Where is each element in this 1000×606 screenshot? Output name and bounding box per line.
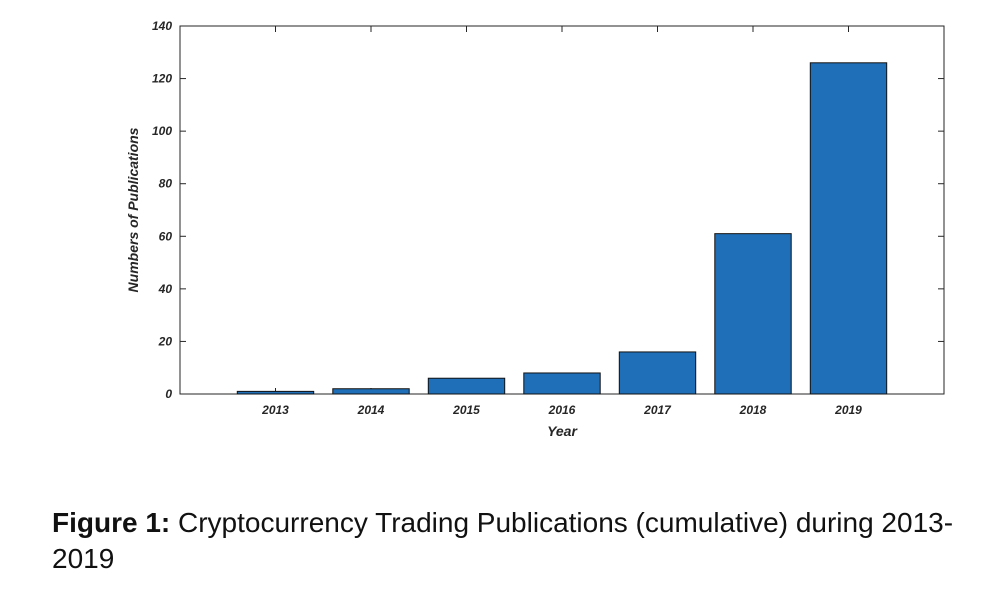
bar-2017 [618,351,697,395]
y-tick-labels: 0 20 40 60 80 100 120 140 [152,19,172,401]
x-tick-label: 2018 [739,403,767,417]
x-tick-label: 2013 [261,403,289,417]
x-tick-label: 2017 [643,403,672,417]
y-tick-label: 140 [152,19,172,33]
figure-label: Figure 1: [52,507,171,538]
y-tick-label: 40 [158,282,173,296]
bar-2019 [809,62,888,395]
y-tick-label: 20 [158,334,173,348]
figure-caption: Figure 1: Cryptocurrency Trading Publica… [52,505,972,577]
bar-2013 [236,390,315,395]
y-tick-label: 60 [159,229,173,243]
bar-2014 [332,388,410,395]
figure-caption-text: Cryptocurrency Trading Publications (cum… [52,507,954,574]
x-tick-label: 2019 [834,403,862,417]
x-tick-label: 2014 [357,403,385,417]
x-axis-title: Year [547,423,578,439]
y-axis-title: Numbers of Publications [125,127,141,292]
bar-series [236,62,888,395]
x-tick-labels: 2013 2014 2015 2016 2017 2018 2019 [261,403,862,417]
bar-2018 [714,233,792,395]
y-tick-label: 80 [159,177,173,191]
y-tick-label: 0 [165,387,172,401]
x-tick-label: 2015 [452,403,480,417]
bar-2015 [427,377,506,395]
y-tick-label: 120 [152,72,172,86]
bar-2016 [523,372,601,395]
x-tick-label: 2016 [548,403,576,417]
y-tick-label: 100 [152,124,172,138]
